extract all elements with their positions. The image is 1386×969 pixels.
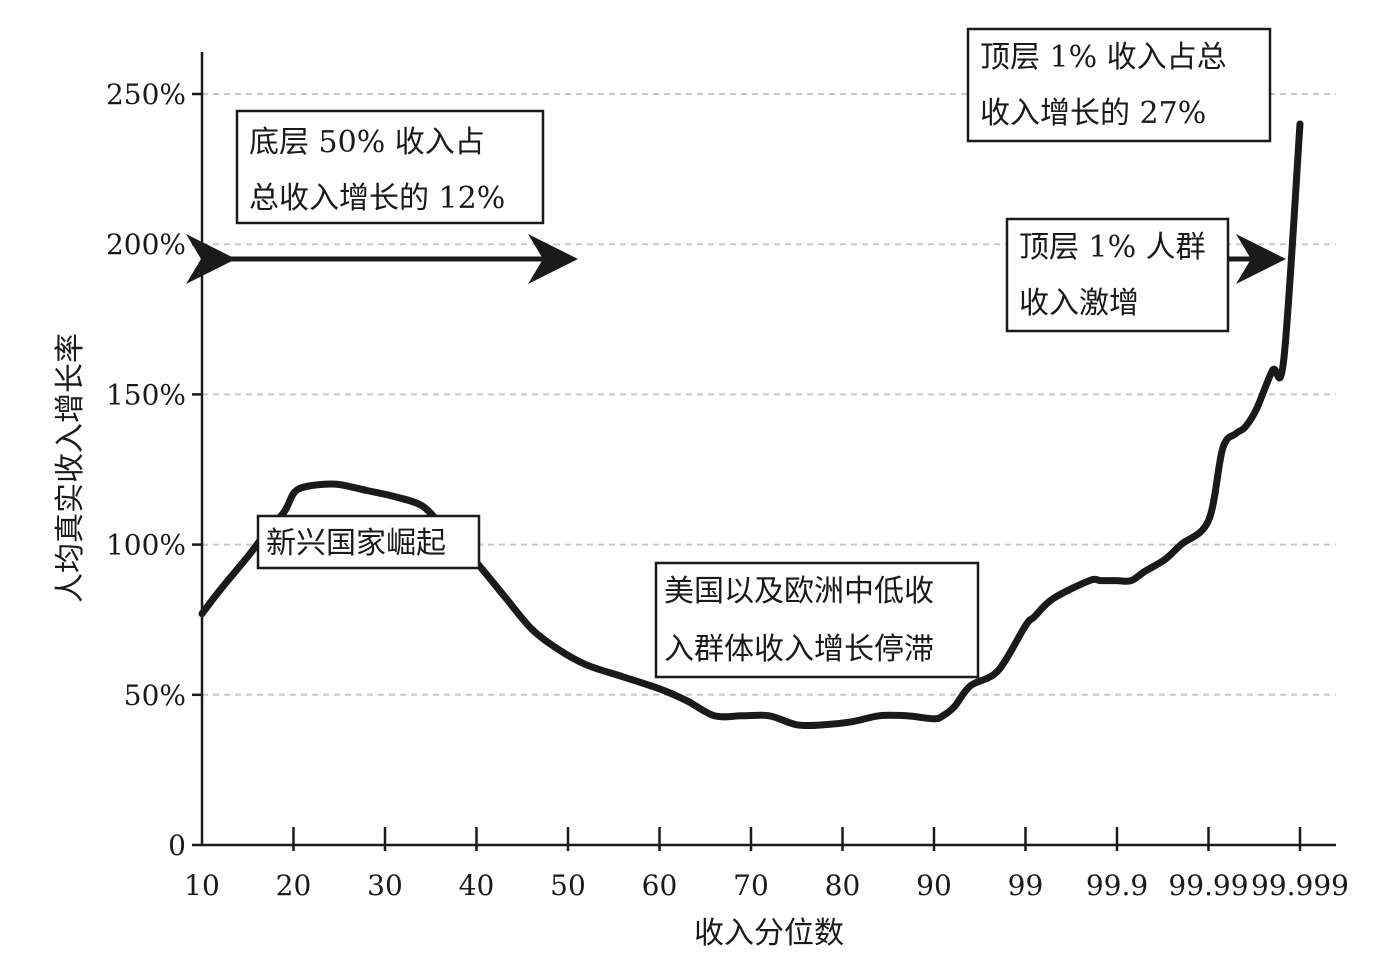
annotation-stagnation: 美国以及欧洲中低收 入群体收入增长停滞 — [654, 561, 980, 679]
y-tick-label: 150% — [106, 378, 186, 411]
annotation-bottom-50: 底层 50% 收入占 总收入增长的 12% — [235, 109, 545, 225]
y-tick-label: 200% — [106, 228, 186, 261]
x-tick-label: 90 — [916, 869, 952, 902]
annotation-box — [235, 109, 545, 225]
x-tick-label: 10 — [184, 869, 220, 902]
annotation-text: 底层 50% 收入占 — [249, 125, 485, 160]
x-tick-label: 50 — [550, 869, 586, 902]
y-axis-title: 人均真实收入增长率 — [53, 333, 88, 603]
series-line — [198, 120, 1304, 730]
annotation-top-1-share: 顶层 1% 收入占总 收入增长的 27% — [966, 27, 1272, 143]
x-tick-label: 99 — [1008, 869, 1044, 902]
x-tick-label: 99.999 — [1251, 869, 1349, 902]
x-tick-label: 60 — [642, 869, 678, 902]
annotation-text: 入群体收入增长停滞 — [664, 632, 934, 667]
annotation-box — [256, 514, 481, 570]
annotation-box — [1005, 217, 1230, 333]
annotation-box — [966, 27, 1272, 143]
annotation-text: 顶层 1% 收入占总 — [980, 40, 1227, 75]
y-ticks: 0 50% 100% 150% 200% 250% — [106, 78, 202, 862]
annotation-text: 美国以及欧洲中低收 — [664, 574, 934, 609]
annotation-text: 顶层 1% 人群 — [1019, 230, 1206, 265]
y-tick-label: 100% — [106, 529, 186, 562]
axes — [200, 52, 1336, 847]
x-tick-label: 20 — [276, 869, 312, 902]
x-tick-label: 99.9 — [1086, 869, 1148, 902]
y-tick-label: 0 — [168, 829, 186, 862]
annotation-text: 新兴国家崛起 — [266, 526, 446, 561]
annotation-box — [654, 561, 980, 679]
x-tick-label: 70 — [733, 869, 769, 902]
y-tick-label: 50% — [124, 679, 186, 712]
x-axis-title: 收入分位数 — [694, 916, 844, 951]
x-tick-label: 40 — [459, 869, 495, 902]
x-tick-label: 80 — [825, 869, 861, 902]
annotation-text: 总收入增长的 12% — [249, 181, 505, 216]
y-tick-label: 250% — [106, 78, 186, 111]
annotation-top-1-surge: 顶层 1% 人群 收入激增 — [1005, 217, 1230, 333]
annotation-text: 收入激增 — [1019, 286, 1139, 321]
annotation-emerging: 新兴国家崛起 — [256, 514, 481, 570]
x-tick-label: 99.99 — [1168, 869, 1248, 902]
annotation-text: 收入增长的 27% — [980, 96, 1206, 131]
x-tick-label: 30 — [367, 869, 403, 902]
x-ticks: 10 20 30 40 50 60 70 80 90 99 99.9 99.99 99.999 — [184, 827, 1349, 902]
